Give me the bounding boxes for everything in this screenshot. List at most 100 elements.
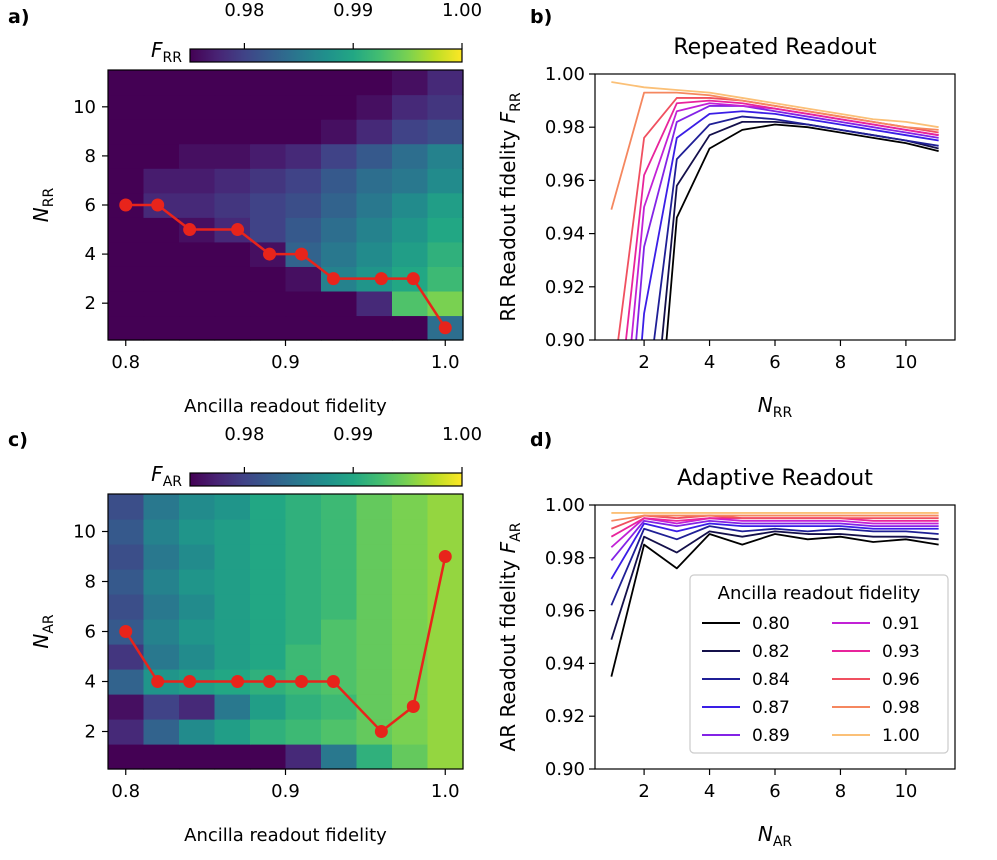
heatmap-cell [321, 119, 358, 145]
heatmap-cell [214, 719, 251, 745]
colorbar-label: FAR [151, 462, 182, 490]
y-tick-label: 0.90 [545, 759, 585, 780]
heatmap-cell [285, 168, 322, 194]
optimal-n-line [125, 203, 447, 329]
heatmap-cell [321, 192, 358, 218]
heatmap-cell [285, 569, 322, 595]
series-line-0.98 [611, 514, 939, 522]
panel-0: a) 0.8 0.9 1.0 2 4 6 8 10 Ancilla readout fidelit… [8, 0, 482, 417]
heatmap-cell [108, 119, 145, 145]
heatmap-cell [427, 644, 464, 670]
heatmap-cell [427, 519, 464, 545]
legend-label: 0.93 [882, 642, 920, 662]
y-axis-label: RR Readout fidelity FRR [496, 92, 524, 322]
heatmap-cell [143, 594, 180, 620]
heatmap-cell [179, 168, 216, 194]
panel-letter: c) [8, 429, 28, 451]
heatmap-cell [321, 494, 358, 520]
optimal-n-point [119, 198, 133, 212]
heatmap-cell [250, 569, 287, 595]
heatmap-cell [356, 569, 393, 595]
heatmap-cell [143, 719, 180, 745]
y-tick-label: 4 [85, 244, 96, 265]
x-tick-label: 10 [894, 781, 917, 802]
optimal-n-line [124, 556, 447, 734]
legend-label: 0.96 [882, 670, 920, 690]
series-line-1.00 [611, 81, 939, 129]
heatmap-cell [179, 494, 216, 520]
optimal-n-point [231, 223, 245, 237]
heatmap-cell [392, 70, 429, 96]
legend-label: 0.91 [882, 614, 920, 634]
heatmap-cell [250, 168, 287, 194]
heatmap-cell [179, 694, 216, 720]
x-tick-label: 8 [835, 352, 846, 373]
heatmap-cell [392, 619, 429, 645]
heatmap-cell [108, 70, 145, 96]
legend-title: Ancilla readout fidelity [718, 583, 921, 604]
heatmap-cell [214, 241, 251, 267]
heatmap-cell [214, 94, 251, 120]
x-tick-label: 4 [704, 352, 715, 373]
heatmap-cell [143, 569, 180, 595]
heatmap-cell [214, 70, 251, 96]
optimal-n-point [374, 725, 388, 738]
heatmap-cell [143, 644, 180, 670]
panel-letter: d) [530, 429, 552, 451]
x-tick-label: 0.9 [271, 781, 300, 802]
heatmap-cell [214, 544, 251, 570]
x-tick-label: 6 [769, 781, 780, 802]
legend-box [689, 574, 949, 754]
heatmap-cell [285, 143, 322, 169]
colorbar-tick-label: 0.98 [224, 424, 264, 445]
heatmap-cell [143, 119, 180, 145]
series-group [610, 512, 939, 677]
heatmap-cell [321, 719, 358, 745]
optimal-n-point [406, 272, 420, 286]
y-tick-label: 10 [73, 97, 96, 118]
y-tick-label: 4 [85, 672, 96, 693]
legend-label: 0.87 [752, 698, 790, 718]
heatmap-cell [285, 694, 322, 720]
heatmap-cell [356, 669, 393, 695]
y-tick-label: 6 [85, 195, 96, 216]
x-tick-label: 1.0 [431, 352, 460, 373]
heatmap-cell [392, 241, 429, 267]
colorbar-tick-label: 1.00 [442, 424, 482, 445]
heatmap-cell [285, 519, 322, 545]
heatmap-cell [356, 217, 393, 243]
heatmap-cell [427, 143, 464, 169]
heatmap-cell [250, 192, 287, 218]
heatmap-cell [285, 70, 322, 96]
heatmap-cell [214, 290, 251, 317]
x-tick-label: 0.9 [271, 352, 300, 373]
heatmap-cell [392, 519, 429, 545]
heatmap-cell [214, 266, 251, 292]
heatmap-cell [143, 241, 180, 267]
heatmap-cell [427, 694, 464, 720]
panel-1: b) Repeated Readout 2 4 6 8 10 0.90 0.92 0.94 0.96… [496, 6, 956, 421]
heatmap-cell [143, 694, 180, 720]
heatmap-cell [321, 644, 358, 670]
colorbar-label: FRR [151, 38, 182, 66]
heatmap-cell [250, 694, 287, 720]
heatmap-cell [250, 143, 287, 169]
heatmap-cell [250, 315, 287, 341]
optimal-n-point [438, 550, 452, 563]
heatmap-cell [179, 143, 216, 169]
optimal-n-point [183, 675, 197, 688]
optimal-n-point [406, 700, 420, 713]
heatmap-cell [427, 669, 464, 695]
heatmap-cell [214, 192, 251, 218]
colorbar [189, 48, 463, 63]
heatmap-cell [214, 694, 251, 720]
colorbar-tick-label: 0.98 [224, 0, 264, 21]
heatmap-cell [285, 644, 322, 670]
optimal-n-point [183, 223, 197, 237]
heatmap-cell [108, 241, 145, 267]
heatmap-cell [356, 94, 393, 120]
legend-label: 1.00 [882, 726, 920, 746]
heatmap-cell [179, 594, 216, 620]
heatmap-cell [321, 519, 358, 545]
